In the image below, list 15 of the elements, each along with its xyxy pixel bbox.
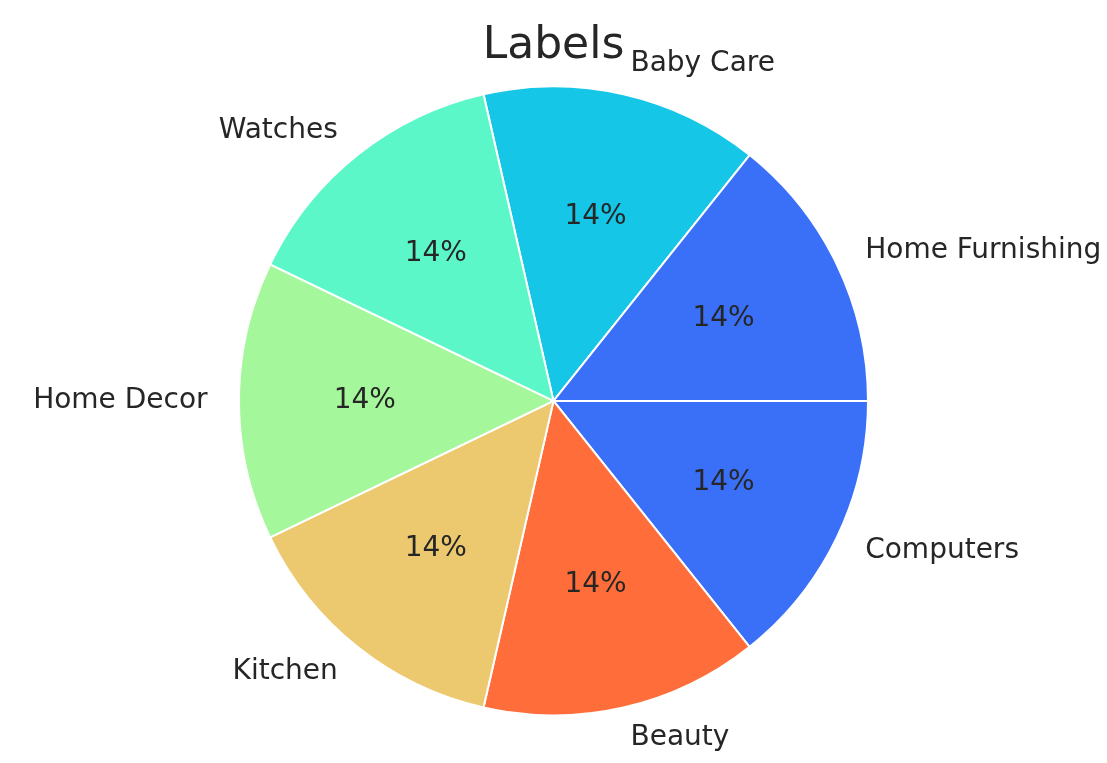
slice-label: Computers — [865, 532, 1019, 566]
slice-label: Watches — [218, 111, 338, 145]
data-label: 14% — [692, 300, 755, 334]
data-label: 14% — [692, 464, 755, 498]
slice-label: Home Furnishing — [865, 232, 1102, 266]
chart-title: Labels — [482, 16, 625, 68]
data-label: 14% — [404, 234, 467, 268]
slice-label: Home Decor — [33, 382, 209, 416]
slice-label: Beauty — [630, 719, 730, 753]
slice-label: Kitchen — [232, 652, 338, 686]
data-label: 14% — [333, 382, 396, 416]
data-label: 14% — [564, 566, 627, 600]
data-label: 14% — [404, 529, 467, 563]
data-label: 14% — [564, 198, 627, 232]
slice-label: Baby Care — [630, 44, 775, 78]
